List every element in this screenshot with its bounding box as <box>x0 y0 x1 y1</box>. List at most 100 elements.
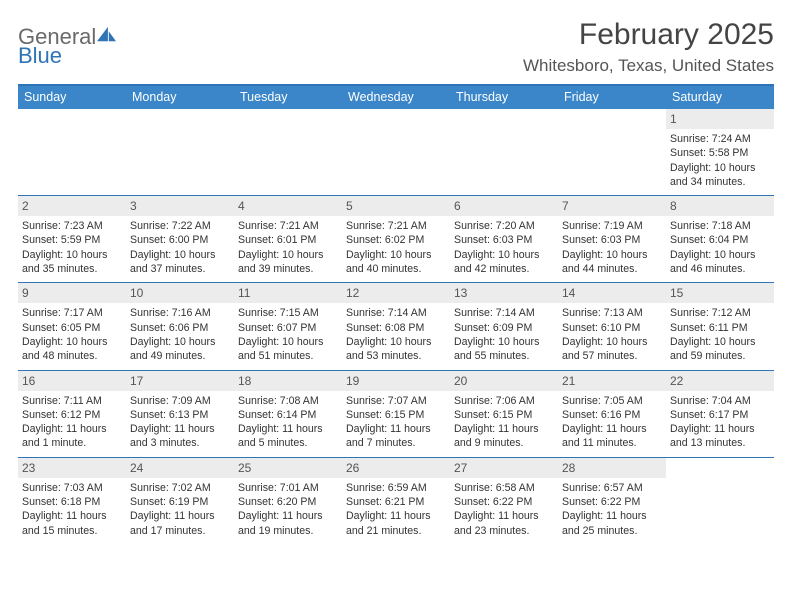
day-daylight1: Daylight: 11 hours <box>238 509 338 523</box>
day-daylight1: Daylight: 11 hours <box>238 422 338 436</box>
day-sunset: Sunset: 6:13 PM <box>130 408 230 422</box>
day-daylight1: Daylight: 11 hours <box>562 422 662 436</box>
day-sunset: Sunset: 6:08 PM <box>346 321 446 335</box>
day-daylight1: Daylight: 11 hours <box>454 422 554 436</box>
day-daylight2: and 9 minutes. <box>454 436 554 450</box>
day-sunset: Sunset: 6:03 PM <box>454 233 554 247</box>
day-daylight2: and 35 minutes. <box>22 262 122 276</box>
day-number: 17 <box>126 371 234 391</box>
brand-logo: General Blue <box>18 18 118 67</box>
day-number: 22 <box>666 371 774 391</box>
day-cell: 10Sunrise: 7:16 AMSunset: 6:06 PMDayligh… <box>126 283 234 369</box>
day-sunset: Sunset: 5:58 PM <box>670 146 770 160</box>
title-block: February 2025 Whitesboro, Texas, United … <box>523 18 774 76</box>
calendar-grid: Sunday Monday Tuesday Wednesday Thursday… <box>18 86 774 544</box>
day-sunrise: Sunrise: 7:23 AM <box>22 219 122 233</box>
day-sunset: Sunset: 6:11 PM <box>670 321 770 335</box>
day-number: 13 <box>450 283 558 303</box>
day-number: 14 <box>558 283 666 303</box>
day-daylight2: and 55 minutes. <box>454 349 554 363</box>
day-number: 11 <box>234 283 342 303</box>
day-number: 23 <box>18 458 126 478</box>
day-daylight1: Daylight: 10 hours <box>238 248 338 262</box>
day-daylight2: and 7 minutes. <box>346 436 446 450</box>
day-sunset: Sunset: 6:07 PM <box>238 321 338 335</box>
day-daylight1: Daylight: 11 hours <box>562 509 662 523</box>
day-cell: 17 Sunrise: 7:09 AMSunset: 6:13 PMDayligh… <box>126 371 234 457</box>
day-sunset: Sunset: 6:12 PM <box>22 408 122 422</box>
day-daylight1: Daylight: 10 hours <box>238 335 338 349</box>
week-row: 16 Sunrise: 7:11 AMSunset: 6:12 PM Dayligh… <box>18 370 774 457</box>
sail-icon <box>96 26 118 44</box>
day-cell: 7Sunrise: 7:19 AMSunset: 6:03 PMDaylight… <box>558 196 666 282</box>
dow-saturday: Saturday <box>666 86 774 109</box>
day-daylight1: Daylight: 10 hours <box>454 248 554 262</box>
day-daylight1: Daylight: 11 hours <box>670 422 770 436</box>
day-sunset: Sunset: 6:22 PM <box>562 495 662 509</box>
dow-sunday: Sunday <box>18 86 126 109</box>
day-daylight2: and 19 minutes. <box>238 524 338 538</box>
day-daylight2: and 57 minutes. <box>562 349 662 363</box>
day-cell: 3Sunrise: 7:22 AMSunset: 6:00 PMDaylight… <box>126 196 234 282</box>
day-daylight1: Daylight: 10 hours <box>670 335 770 349</box>
day-sunrise: Sunrise: 7:20 AM <box>454 219 554 233</box>
day-daylight1: Daylight: 10 hours <box>670 161 770 175</box>
day-number: 1 <box>666 109 774 129</box>
day-cell: 18Sunrise: 7:08 AMSunset: 6:14 PMDayligh… <box>234 371 342 457</box>
day-cell: 12Sunrise: 7:14 AMSunset: 6:08 PMDayligh… <box>342 283 450 369</box>
day-cell: 25Sunrise: 7:01 AMSunset: 6:20 PMDayligh… <box>234 458 342 544</box>
day-number: 26 <box>342 458 450 478</box>
day-sunrise: Sunrise: 7:06 AM <box>454 394 554 408</box>
week-row: 9Sunrise: 7:17 AMSunset: 6:05 PMDaylight… <box>18 282 774 369</box>
day-daylight2: and 49 minutes. <box>130 349 230 363</box>
day-sunset: Sunset: 6:16 PM <box>562 408 662 422</box>
day-sunrise: Sunrise: 7:21 AM <box>238 219 338 233</box>
day-cell: 4Sunrise: 7:21 AMSunset: 6:01 PMDaylight… <box>234 196 342 282</box>
dow-row: Sunday Monday Tuesday Wednesday Thursday… <box>18 86 774 109</box>
day-daylight2: and 39 minutes. <box>238 262 338 276</box>
day-sunset: Sunset: 6:14 PM <box>238 408 338 422</box>
header-row: General Blue February 2025 Whitesboro, T… <box>18 18 774 76</box>
day-sunset: Sunset: 6:15 PM <box>454 408 554 422</box>
page-subtitle: Whitesboro, Texas, United States <box>523 56 774 76</box>
day-sunrise: Sunrise: 7:09 AM <box>130 394 230 408</box>
day-cell: 20 Sunrise: 7:06 AMSunset: 6:15 PMDayligh… <box>450 371 558 457</box>
day-number: 2 <box>18 196 126 216</box>
day-daylight2: and 40 minutes. <box>346 262 446 276</box>
day-sunrise: Sunrise: 7:01 AM <box>238 481 338 495</box>
day-number: 16 <box>18 371 126 391</box>
day-daylight2: and 59 minutes. <box>670 349 770 363</box>
day-sunset: Sunset: 6:05 PM <box>22 321 122 335</box>
day-sunset: Sunset: 6:06 PM <box>130 321 230 335</box>
day-sunrise: Sunrise: 7:03 AM <box>22 481 122 495</box>
dow-tuesday: Tuesday <box>234 86 342 109</box>
day-sunset: Sunset: 6:20 PM <box>238 495 338 509</box>
day-cell: 16Sunrise: 7:11 AMSunset: 6:12 PMDayligh… <box>18 371 126 457</box>
day-daylight2: and 46 minutes. <box>670 262 770 276</box>
day-cell: 14Sunrise: 7:13 AMSunset: 6:10 PMDayligh… <box>558 283 666 369</box>
calendar-page: General Blue February 2025 Whitesboro, T… <box>0 0 792 562</box>
day-sunrise: Sunrise: 7:02 AM <box>130 481 230 495</box>
day-number: 3 <box>126 196 234 216</box>
day-cell <box>450 109 558 195</box>
day-daylight2: and 42 minutes. <box>454 262 554 276</box>
page-title: February 2025 <box>523 18 774 52</box>
day-sunrise: Sunrise: 7:04 AM <box>670 394 770 408</box>
day-daylight1: Daylight: 11 hours <box>346 509 446 523</box>
day-number: 20 <box>450 371 558 391</box>
day-daylight1: Daylight: 11 hours <box>346 422 446 436</box>
week-row: 2Sunrise: 7:23 AMSunset: 5:59 PMDaylight… <box>18 195 774 282</box>
brand-text: General Blue <box>18 26 118 67</box>
day-number: 15 <box>666 283 774 303</box>
day-daylight1: Daylight: 11 hours <box>130 422 230 436</box>
day-sunrise: Sunrise: 7:14 AM <box>454 306 554 320</box>
day-sunrise: Sunrise: 7:21 AM <box>346 219 446 233</box>
day-daylight2: and 53 minutes. <box>346 349 446 363</box>
day-sunrise: Sunrise: 7:11 AM <box>22 394 122 408</box>
day-number: 24 <box>126 458 234 478</box>
day-number: 21 <box>558 371 666 391</box>
day-cell: 1Sunrise: 7:24 AMSunset: 5:58 PMDaylight… <box>666 109 774 195</box>
day-cell: 2Sunrise: 7:23 AMSunset: 5:59 PMDaylight… <box>18 196 126 282</box>
day-daylight1: Daylight: 10 hours <box>346 248 446 262</box>
day-daylight1: Daylight: 10 hours <box>670 248 770 262</box>
